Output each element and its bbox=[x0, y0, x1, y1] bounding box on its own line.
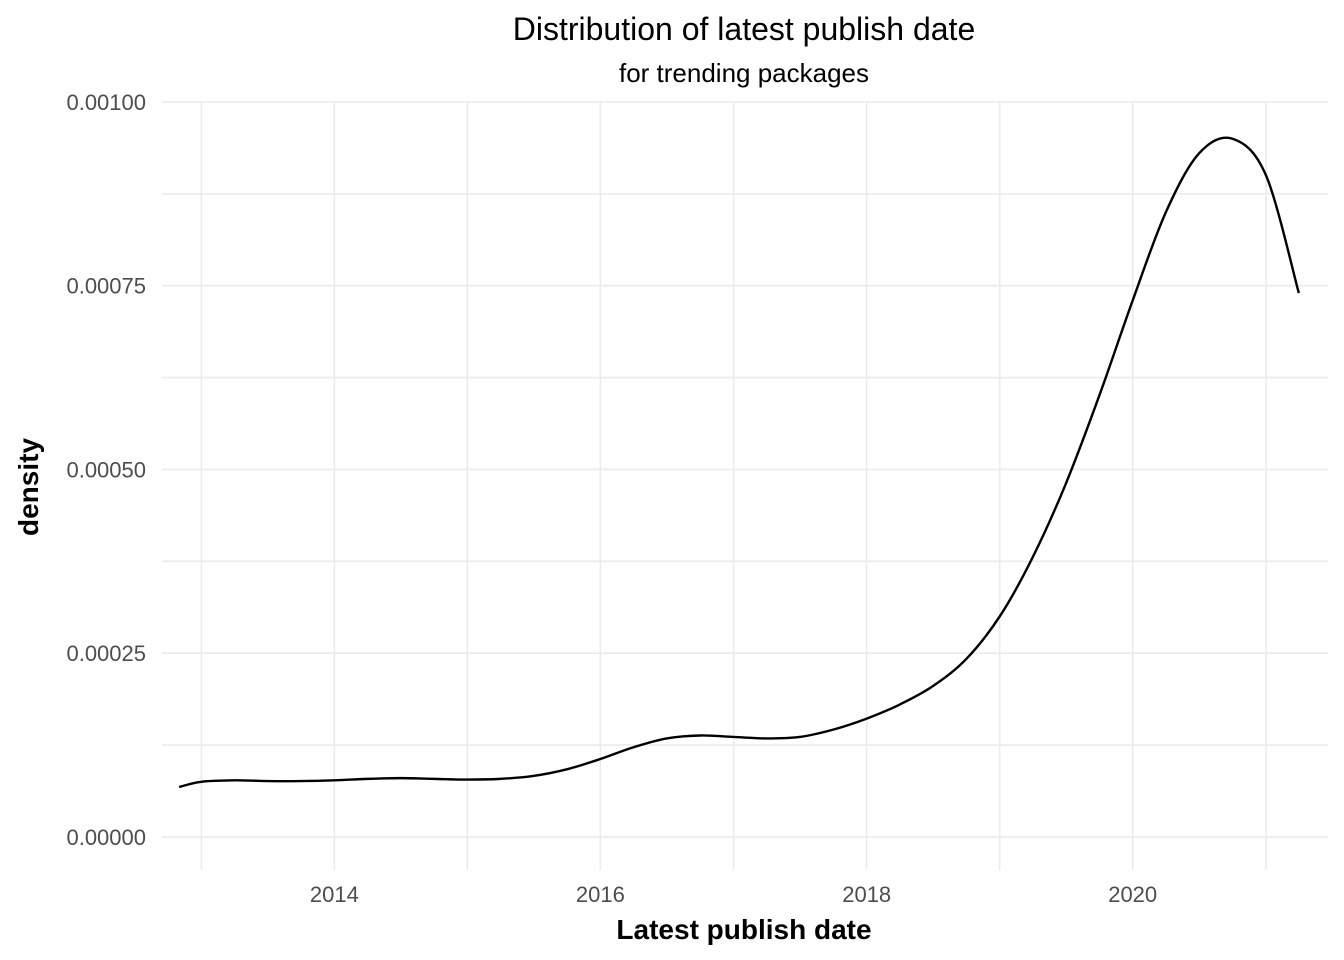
x-tick-label: 2014 bbox=[310, 882, 359, 907]
y-tick-label: 0.00050 bbox=[66, 457, 146, 482]
density-curve bbox=[178, 136, 1301, 789]
x-axis-title: Latest publish date bbox=[616, 914, 871, 945]
x-tick-label: 2020 bbox=[1108, 882, 1157, 907]
y-tick-label: 0.00000 bbox=[66, 825, 146, 850]
y-axis-title: density bbox=[13, 438, 44, 536]
y-tick-label: 0.00100 bbox=[66, 90, 146, 115]
series-layer bbox=[178, 136, 1301, 789]
chart-subtitle: for trending packages bbox=[619, 58, 869, 88]
grid bbox=[162, 101, 1328, 870]
chart-title: Distribution of latest publish date bbox=[513, 11, 975, 47]
x-tick-label: 2018 bbox=[842, 882, 891, 907]
y-tick-label: 0.00025 bbox=[66, 641, 146, 666]
x-tick-label: 2016 bbox=[576, 882, 625, 907]
x-axis-ticks: 2014 2016 2018 2020 bbox=[310, 882, 1157, 907]
y-tick-label: 0.00075 bbox=[66, 274, 146, 299]
y-axis-ticks: 0.00000 0.00025 0.00050 0.00075 0.00100 bbox=[66, 90, 146, 850]
